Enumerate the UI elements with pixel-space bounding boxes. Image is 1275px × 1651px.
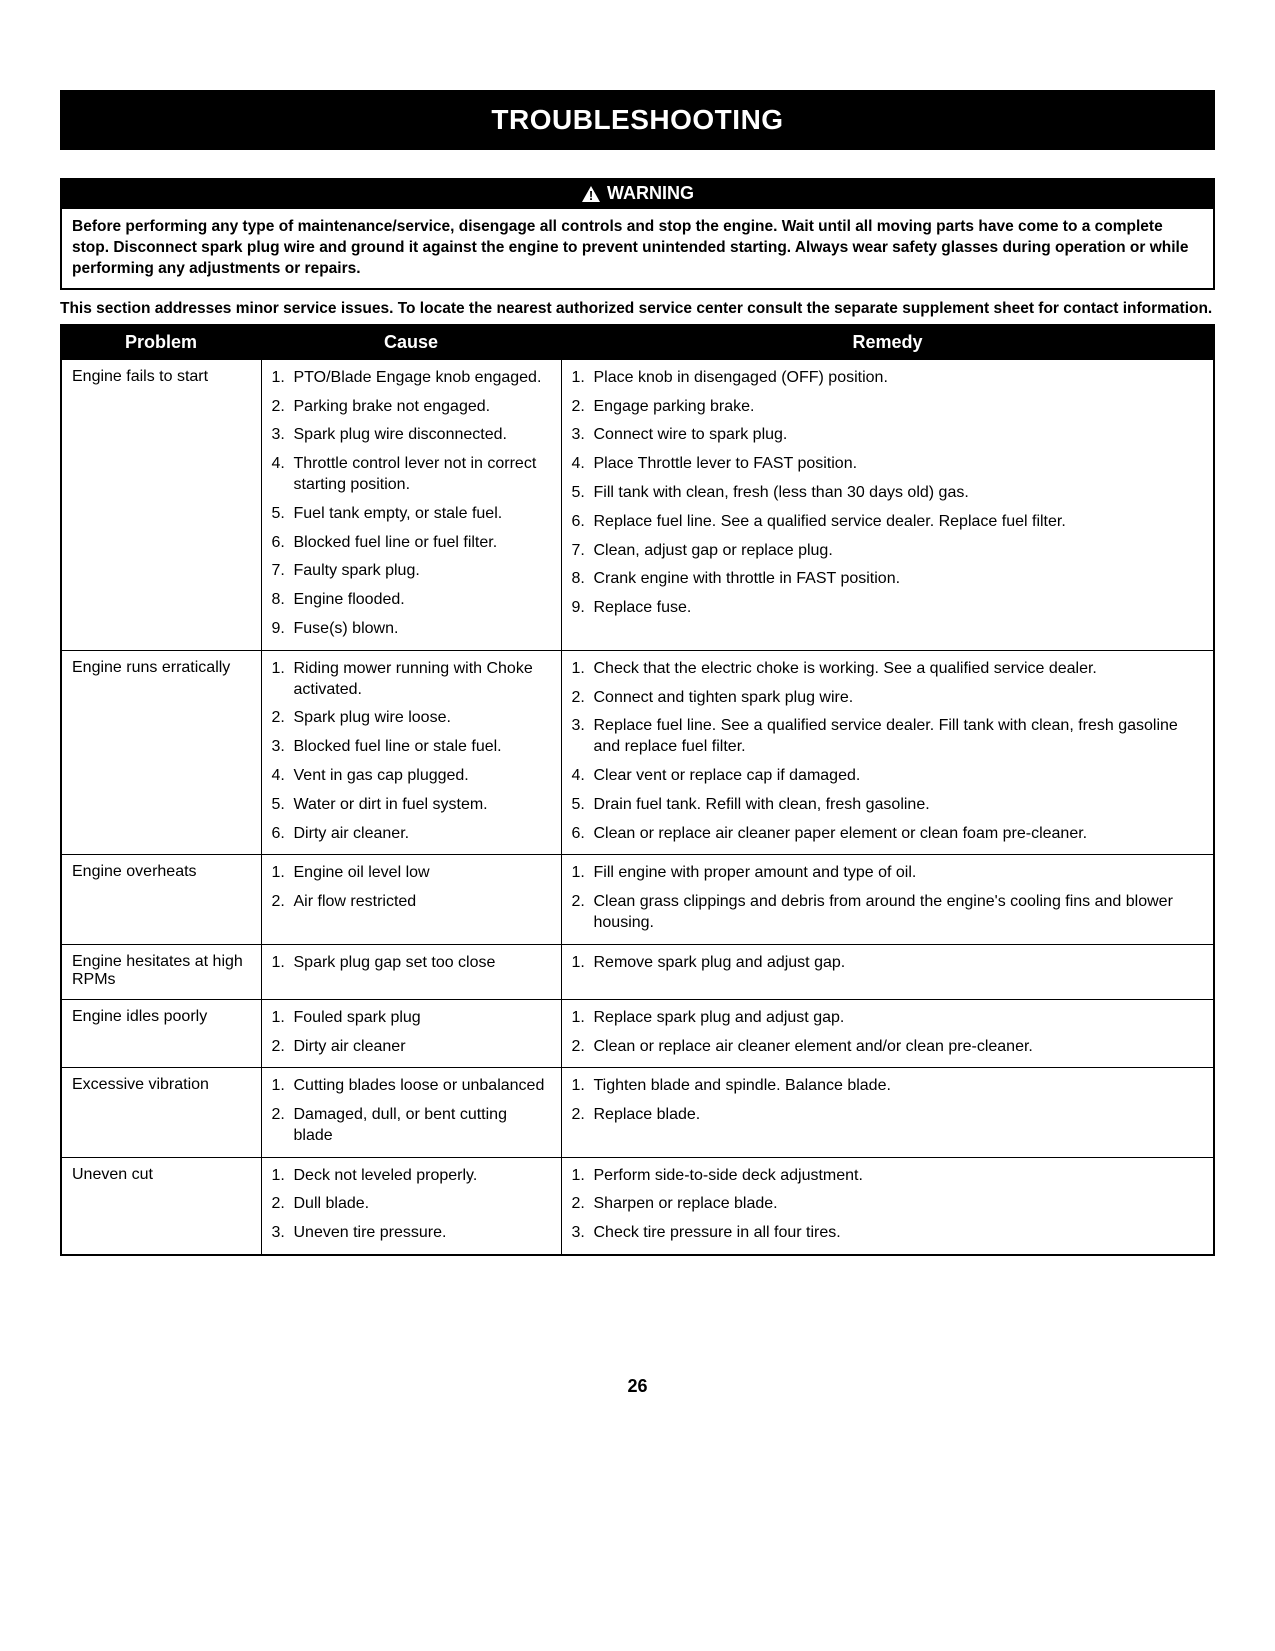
list-item: Water or dirt in fuel system. [272,795,551,816]
list-item: Air flow restricted [272,892,551,913]
cause-cell: Spark plug gap set too close [261,944,561,999]
table-row: Engine runs erratically Riding mower runn… [61,650,1214,855]
remedy-cell: Place knob in disengaged (OFF) position.… [561,359,1214,650]
problem-cell: Engine overheats [61,855,261,944]
remedy-cell: Tighten blade and spindle. Balance blade… [561,1068,1214,1157]
list-item: Dirty air cleaner. [272,824,551,845]
table-row: Excessive vibrationCutting blades loose … [61,1068,1214,1157]
list-item: Uneven tire pressure. [272,1223,551,1244]
list-item: Remove spark plug and adjust gap. [572,953,1204,974]
list-item: Clean, adjust gap or replace plug. [572,541,1204,562]
section-intro: This section addresses minor service iss… [60,300,1215,318]
page-number: 26 [60,1376,1215,1397]
list-item: Engine oil level low [272,863,551,884]
list-item: Clear vent or replace cap if damaged. [572,766,1204,787]
page-title-bar: TROUBLESHOOTING [60,90,1215,150]
list-item: Damaged, dull, or bent cutting blade [272,1105,551,1147]
cause-cell: Fouled spark plug Dirty air cleaner [261,999,561,1068]
list-item: Clean or replace air cleaner paper eleme… [572,824,1204,845]
list-item: Faulty spark plug. [272,561,551,582]
warning-triangle-icon: ! [581,185,601,203]
remedy-cell: Replace spark plug and adjust gap. Clean … [561,999,1214,1068]
table-row: Engine fails to startPTO/Blade Engage kn… [61,359,1214,650]
problem-cell: Engine hesitates at high RPMs [61,944,261,999]
cause-cell: PTO/Blade Engage knob engaged. Parking br… [261,359,561,650]
remedy-cell: Perform side-to-side deck adjustment. Sha… [561,1157,1214,1255]
page-title: TROUBLESHOOTING [491,104,783,135]
list-item: Fouled spark plug [272,1008,551,1029]
list-item: Spark plug gap set too close [272,953,551,974]
table-row: Engine hesitates at high RPMs Spark plug … [61,944,1214,999]
list-item: Fill tank with clean, fresh (less than 3… [572,483,1204,504]
list-item: Replace fuse. [572,598,1204,619]
problem-cell: Excessive vibration [61,1068,261,1157]
table-row: Uneven cut Deck not leveled properly. Dull… [61,1157,1214,1255]
table-row: Engine overheats Engine oil level low Air … [61,855,1214,944]
problem-cell: Engine idles poorly [61,999,261,1068]
list-item: Drain fuel tank. Refill with clean, fres… [572,795,1204,816]
cause-cell: Cutting blades loose or unbalanced Damage… [261,1068,561,1157]
list-item: Place knob in disengaged (OFF) position. [572,368,1204,389]
warning-header-bar: ! WARNING [60,178,1215,209]
list-item: Cutting blades loose or unbalanced [272,1076,551,1097]
list-item: Replace blade. [572,1105,1204,1126]
remedy-cell: Fill engine with proper amount and type … [561,855,1214,944]
warning-text-box: Before performing any type of maintenanc… [60,209,1215,290]
list-item: Connect and tighten spark plug wire. [572,688,1204,709]
problem-cell: Engine runs erratically [61,650,261,855]
list-item: Dull blade. [272,1194,551,1215]
list-item: Blocked fuel line or stale fuel. [272,737,551,758]
cause-cell: Engine oil level low Air flow restricted [261,855,561,944]
list-item: Blocked fuel line or fuel filter. [272,533,551,554]
list-item: Replace fuel line. See a qualified servi… [572,512,1204,533]
list-item: Fuel tank empty, or stale fuel. [272,504,551,525]
problem-cell: Engine fails to start [61,359,261,650]
problem-cell: Uneven cut [61,1157,261,1255]
remedy-cell: Remove spark plug and adjust gap. [561,944,1214,999]
list-item: Perform side-to-side deck adjustment. [572,1166,1204,1187]
list-item: Throttle control lever not in correct st… [272,454,551,496]
list-item: Replace spark plug and adjust gap. [572,1008,1204,1029]
list-item: Clean or replace air cleaner element and… [572,1037,1204,1058]
list-item: Spark plug wire loose. [272,708,551,729]
list-item: Dirty air cleaner [272,1037,551,1058]
list-item: Fill engine with proper amount and type … [572,863,1204,884]
list-item: Fuse(s) blown. [272,619,551,640]
list-item: Spark plug wire disconnected. [272,425,551,446]
list-item: Place Throttle lever to FAST position. [572,454,1204,475]
list-item: Clean grass clippings and debris from ar… [572,892,1204,934]
list-item: Tighten blade and spindle. Balance blade… [572,1076,1204,1097]
list-item: Riding mower running with Choke activate… [272,659,551,701]
list-item: Check tire pressure in all four tires. [572,1223,1204,1244]
cause-cell: Riding mower running with Choke activate… [261,650,561,855]
header-cause: Cause [261,325,561,360]
list-item: Engine flooded. [272,590,551,611]
list-item: Deck not leveled properly. [272,1166,551,1187]
warning-label: WARNING [607,183,694,204]
header-problem: Problem [61,325,261,360]
list-item: Engage parking brake. [572,397,1204,418]
list-item: Crank engine with throttle in FAST posit… [572,569,1204,590]
remedy-cell: Check that the electric choke is working… [561,650,1214,855]
header-remedy: Remedy [561,325,1214,360]
troubleshooting-table: Problem Cause Remedy Engine fails to sta… [60,324,1215,1256]
table-row: Engine idles poorly Fouled spark plug Dirt… [61,999,1214,1068]
list-item: Sharpen or replace blade. [572,1194,1204,1215]
table-header-row: Problem Cause Remedy [61,325,1214,360]
list-item: PTO/Blade Engage knob engaged. [272,368,551,389]
warning-text: Before performing any type of maintenanc… [72,218,1188,277]
list-item: Connect wire to spark plug. [572,425,1204,446]
svg-text:!: ! [589,188,593,203]
list-item: Parking brake not engaged. [272,397,551,418]
list-item: Check that the electric choke is working… [572,659,1204,680]
list-item: Replace fuel line. See a qualified servi… [572,716,1204,758]
cause-cell: Deck not leveled properly. Dull blade. Une… [261,1157,561,1255]
list-item: Vent in gas cap plugged. [272,766,551,787]
